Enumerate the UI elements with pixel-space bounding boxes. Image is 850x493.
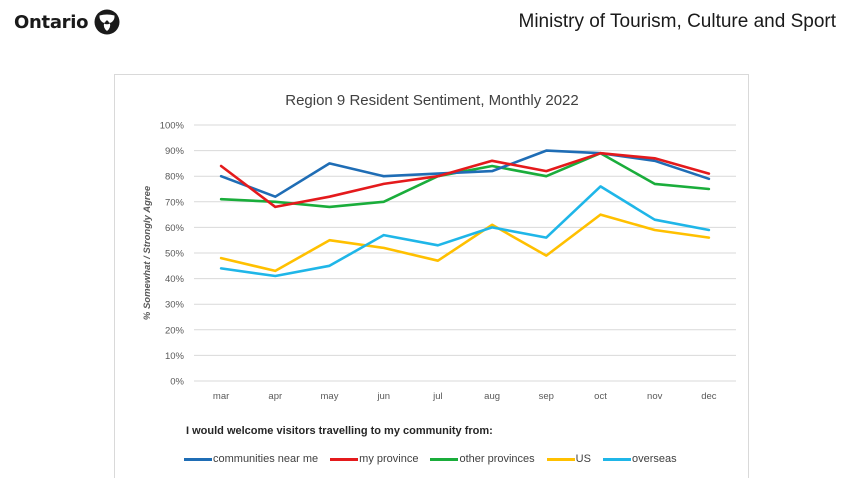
- legend: communities near me my province other prov…: [184, 453, 689, 465]
- y-axis-label: % Somewhat / Strongly Agree: [142, 185, 153, 320]
- y-tick-label: 30%: [165, 300, 185, 311]
- legend-item-overseas: overseas: [602, 453, 677, 465]
- series-lines: [219, 149, 711, 278]
- series-line-other-provinces: [219, 151, 711, 209]
- ministry-name: Ministry of Tourism, Culture and Sport: [518, 11, 837, 32]
- y-tick-label: 80%: [165, 172, 185, 183]
- x-tick-labels: mar apr may jun jul aug sep oct nov dec: [213, 391, 717, 402]
- legend-label: other provinces: [459, 453, 535, 465]
- x-tick-label: sep: [539, 391, 554, 402]
- x-tick-label: dec: [701, 391, 717, 402]
- legend-swatch: [330, 457, 359, 461]
- y-tick-label: 20%: [165, 325, 185, 336]
- y-tick-label: 60%: [165, 223, 185, 234]
- trillium-logo-icon: [94, 9, 120, 35]
- x-tick-label: nov: [647, 391, 663, 402]
- legend-label: communities near me: [213, 453, 319, 465]
- x-tick-label: jun: [376, 391, 390, 402]
- legend-swatch: [602, 457, 631, 461]
- y-tick-labels: 0% 10% 20% 30% 40% 50% 60% 70% 80% 90% 100%: [160, 121, 185, 388]
- gridlines: [194, 124, 736, 382]
- y-tick-label: 0%: [170, 377, 184, 388]
- legend-item-communities-near-me: communities near me: [184, 453, 318, 465]
- y-tick-label: 50%: [165, 249, 185, 260]
- y-tick-label: 90%: [165, 146, 185, 157]
- legend-item-other-provinces: other provinces: [430, 453, 535, 465]
- y-tick-label: 70%: [165, 197, 185, 208]
- legend-label: overseas: [631, 453, 677, 465]
- x-tick-label: apr: [268, 391, 282, 402]
- legend-item-us: US: [546, 453, 591, 465]
- legend-swatch: [546, 457, 575, 461]
- x-tick-label: may: [321, 391, 339, 402]
- x-tick-label: oct: [594, 391, 607, 402]
- legend-label: my province: [359, 453, 419, 465]
- series-line-us: [219, 213, 711, 273]
- ontario-brand[interactable]: Ontario: [14, 9, 120, 35]
- series-line-my-province: [219, 151, 711, 209]
- x-tick-label: mar: [213, 391, 229, 402]
- ontario-wordmark: Ontario: [14, 11, 89, 33]
- legend-swatch: [430, 457, 459, 461]
- x-tick-label: jul: [432, 391, 443, 402]
- legend-item-my-province: my province: [330, 453, 418, 465]
- series-line-overseas: [219, 185, 711, 278]
- legend-title: I would welcome visitors travelling to m…: [186, 425, 493, 437]
- y-tick-label: 100%: [160, 121, 185, 132]
- chart-frame: [114, 74, 749, 478]
- x-tick-label: aug: [484, 391, 500, 402]
- legend-label: US: [575, 453, 591, 465]
- y-tick-label: 40%: [165, 274, 185, 285]
- y-tick-label: 10%: [165, 351, 185, 362]
- legend-swatch: [184, 457, 212, 461]
- chart-title: Region 9 Resident Sentiment, Monthly 202…: [285, 92, 579, 109]
- page-header: Ontario Ministry of Tourism, Culture and…: [0, 0, 850, 50]
